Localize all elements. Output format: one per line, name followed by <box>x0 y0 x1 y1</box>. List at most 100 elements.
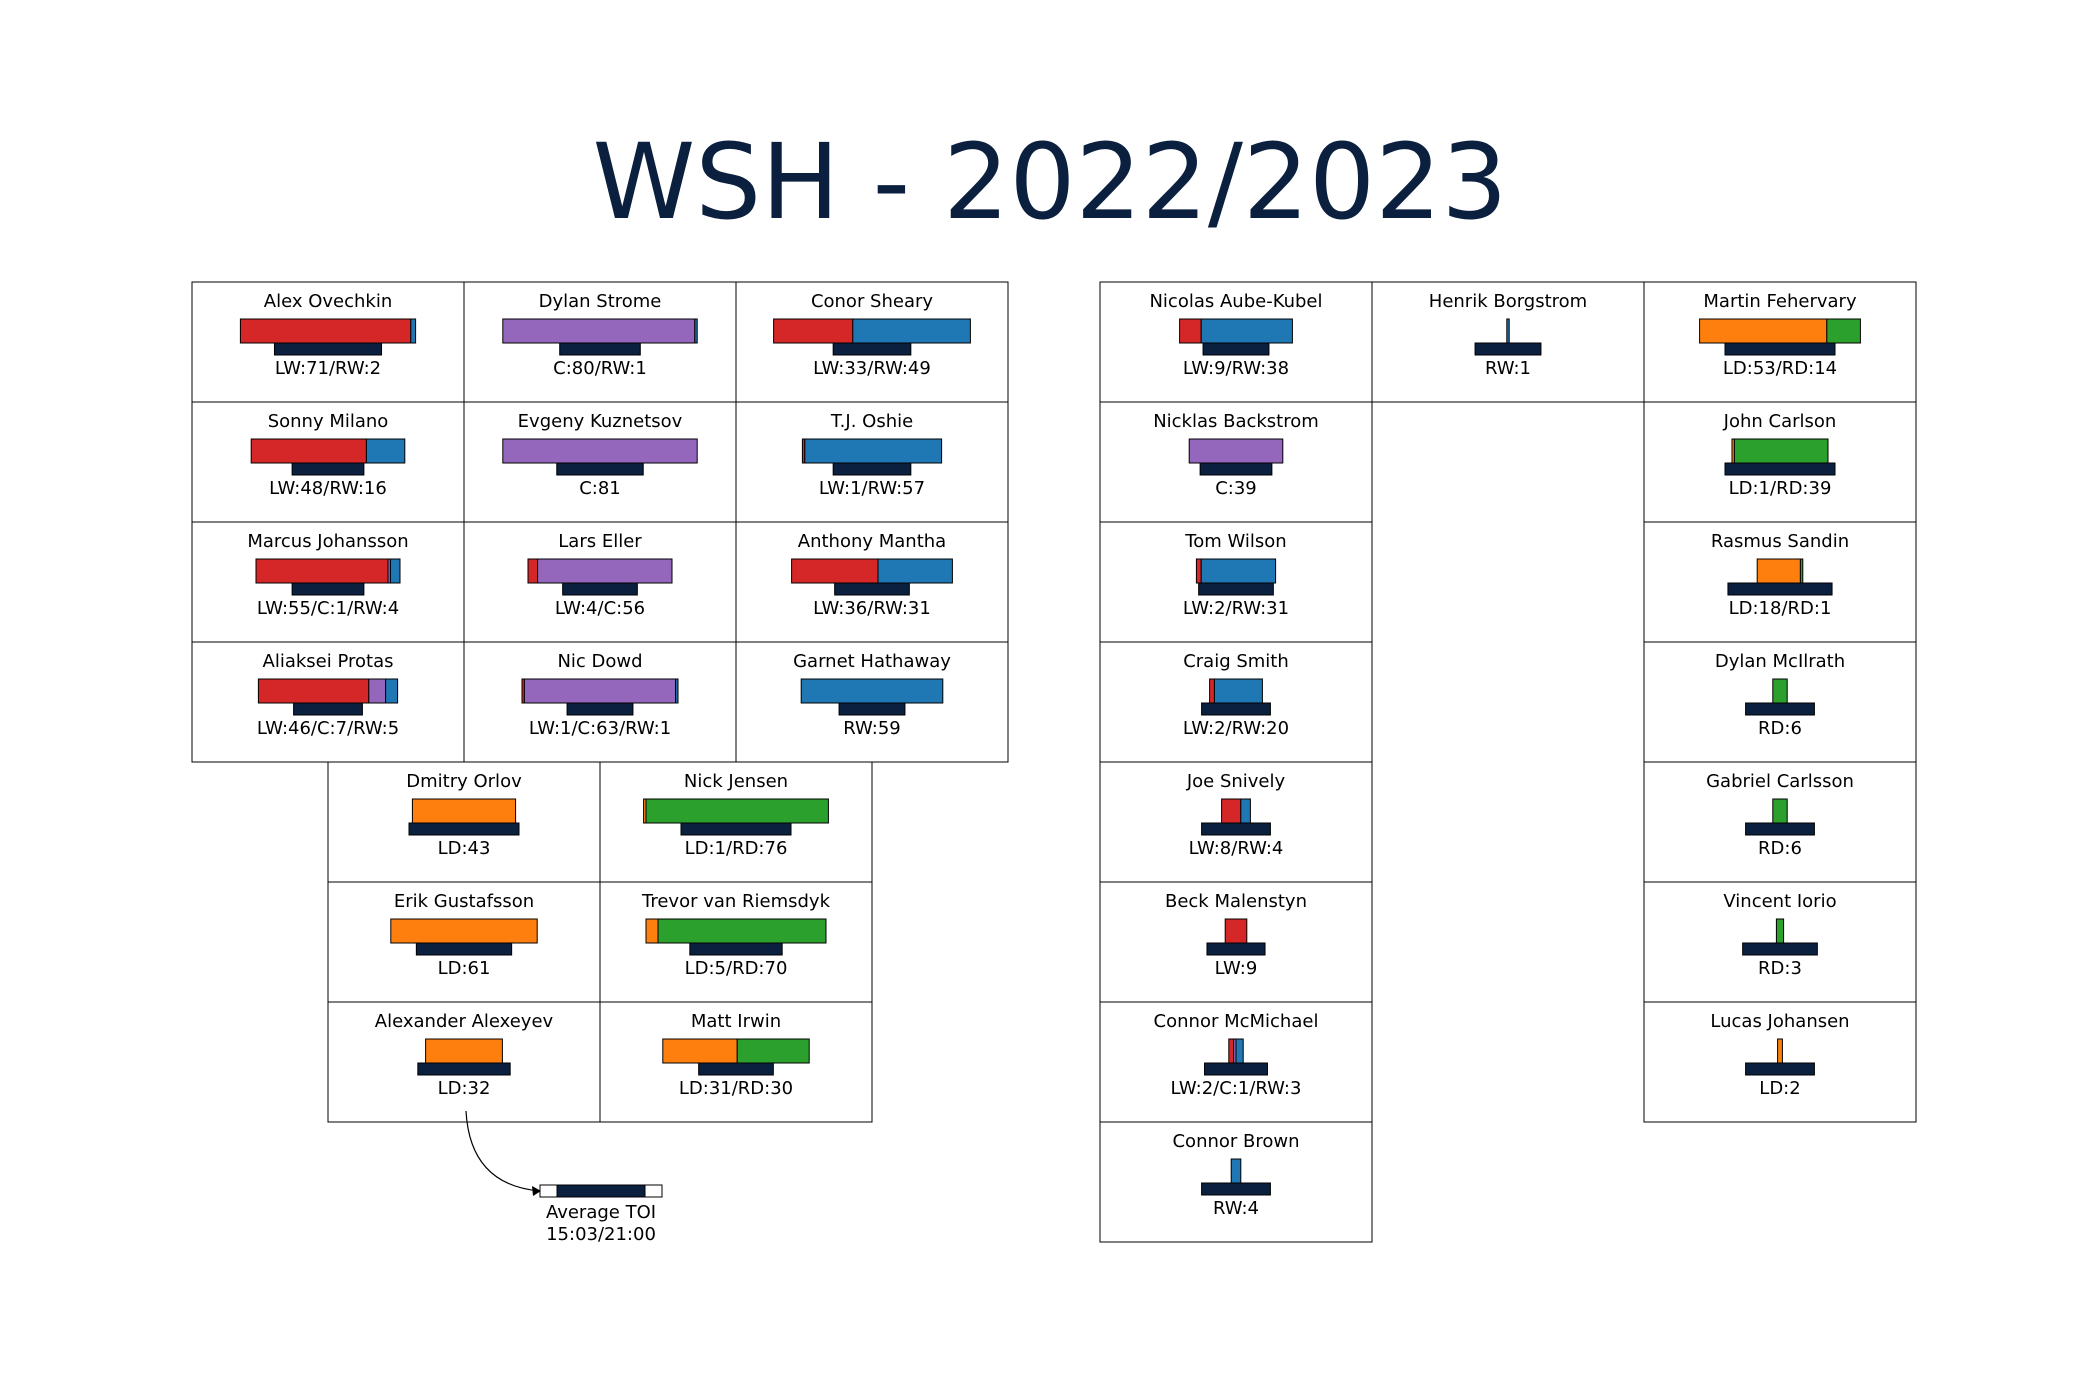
toi-bar <box>291 582 365 596</box>
toi-bar <box>293 702 363 716</box>
toi-bar <box>273 342 383 356</box>
player-name: Martin Fehervary <box>1703 291 1857 312</box>
position-label: LW:1/RW:57 <box>819 478 925 499</box>
player-name: Dmitry Orlov <box>406 771 522 792</box>
position-label: LW:36/RW:31 <box>813 598 931 619</box>
player-name: Trevor van Riemsdyk <box>641 891 831 912</box>
player-cell-lucas-johansen: Lucas Johansen LD:2 <box>1643 1001 1917 1123</box>
position-label: LW:9/RW:38 <box>1183 358 1289 379</box>
player-name: Alex Ovechkin <box>264 291 392 312</box>
player-name: Conor Sheary <box>811 291 933 312</box>
toi-bar <box>698 1062 774 1076</box>
player-cell-nicklas-backstrom: Nicklas Backstrom C:39 <box>1099 401 1373 523</box>
player-name: John Carlson <box>1723 411 1837 432</box>
player-cell-connor-brown: Connor Brown RW:4 <box>1099 1121 1373 1243</box>
position-bar-lw <box>1179 318 1202 344</box>
player-cell-connor-mcmichael: Connor McMichael LW:2/C:1/RW:3 <box>1099 1001 1373 1123</box>
toi-bar <box>566 702 634 716</box>
position-bar-ld <box>425 1038 503 1064</box>
toi-bar <box>1198 582 1274 596</box>
position-label: C:81 <box>579 478 621 499</box>
player-cell-nick-jensen: Nick Jensen LD:1/RD:76 <box>599 761 873 883</box>
position-bar-lw <box>255 558 389 584</box>
player-name: T.J. Oshie <box>830 411 913 432</box>
toi-bar <box>1204 1062 1268 1076</box>
legend-toi-bar <box>556 1184 646 1198</box>
player-cell-aliaksei-protas: Aliaksei Protas LW:46/C:7/RW:5 <box>191 641 465 763</box>
position-bar-lw <box>1228 1038 1235 1064</box>
toi-bar <box>1201 1182 1271 1196</box>
position-bar-c <box>523 678 677 704</box>
toi-bar <box>689 942 783 956</box>
position-label: LD:61 <box>438 958 491 979</box>
position-bar-lw <box>527 558 539 584</box>
toi-bar <box>1727 582 1833 596</box>
player-cell-trevor-van-riemsdyk: Trevor van Riemsdyk LD:5/RD:70 <box>599 881 873 1003</box>
player-cell-john-carlson: John Carlson LD:1/RD:39 <box>1643 401 1917 523</box>
position-bar-rd <box>1772 798 1788 824</box>
toi-bar <box>1745 822 1815 836</box>
position-bar-lw <box>791 558 879 584</box>
player-name: Aliaksei Protas <box>263 651 394 672</box>
position-bar-lw <box>1209 678 1215 704</box>
player-cell-t-j-oshie: T.J. Oshie LW:1/RW:57 <box>735 401 1009 523</box>
position-bar-c <box>502 438 698 464</box>
position-bar-rd <box>1799 558 1804 584</box>
position-label: LW:8/RW:4 <box>1189 838 1284 859</box>
toi-bar <box>832 342 912 356</box>
player-cell-garnet-hathaway: Garnet Hathaway RW:59 <box>735 641 1009 763</box>
position-bar-c <box>368 678 387 704</box>
position-bar-lw <box>257 678 370 704</box>
player-name: Dylan McIlrath <box>1715 651 1845 672</box>
toi-bar <box>834 582 910 596</box>
position-label: C:80/RW:1 <box>553 358 647 379</box>
player-name: Lucas Johansen <box>1710 1011 1849 1032</box>
position-label: LW:9 <box>1215 958 1258 979</box>
position-label: LD:31/RD:30 <box>679 1078 793 1099</box>
toi-bar <box>1742 942 1818 956</box>
player-name: Henrik Borgstrom <box>1429 291 1587 312</box>
position-label: RD:6 <box>1758 838 1802 859</box>
player-cell-erik-gustafsson: Erik Gustafsson LD:61 <box>327 881 601 1003</box>
toi-bar <box>415 942 513 956</box>
position-label: LD:5/RD:70 <box>685 958 788 979</box>
position-label: RD:6 <box>1758 718 1802 739</box>
player-name: Sonny Milano <box>268 411 389 432</box>
player-name: Dylan Strome <box>539 291 662 312</box>
position-bar-rw <box>1230 1158 1242 1184</box>
position-bar-rw <box>1240 798 1251 824</box>
position-bar-rw <box>389 558 401 584</box>
player-cell-tom-wilson: Tom Wilson LW:2/RW:31 <box>1099 521 1373 643</box>
legend-connector-arrow <box>465 1110 541 1192</box>
player-cell-alexander-alexeyev: Alexander Alexeyev LD:32 <box>327 1001 601 1123</box>
player-cell-marcus-johansson: Marcus Johansson LW:55/C:1/RW:4 <box>191 521 465 643</box>
position-bar-rw <box>1213 678 1263 704</box>
position-bar-rw <box>804 438 943 464</box>
player-name: Nicklas Backstrom <box>1153 411 1319 432</box>
position-bar-ld <box>411 798 517 824</box>
toi-bar <box>1724 342 1836 356</box>
toi-bar <box>562 582 638 596</box>
toi-bar <box>1474 342 1542 356</box>
player-name: Beck Malenstyn <box>1165 891 1307 912</box>
position-bar-lw <box>1221 798 1242 824</box>
player-cell-lars-eller: Lars Eller LW:4/C:56 <box>463 521 737 643</box>
position-bar-lw <box>250 438 367 464</box>
position-label: LD:43 <box>438 838 491 859</box>
position-label: LW:2/C:1/RW:3 <box>1171 1078 1302 1099</box>
player-cell-beck-malenstyn: Beck Malenstyn LW:9 <box>1099 881 1373 1003</box>
position-label: LD:18/RD:1 <box>1729 598 1832 619</box>
player-name: Connor McMichael <box>1154 1011 1319 1032</box>
position-label: RD:3 <box>1758 958 1802 979</box>
player-cell-evgeny-kuznetsov: Evgeny Kuznetsov C:81 <box>463 401 737 523</box>
position-bar-rw <box>385 678 399 704</box>
position-bar-rw <box>800 678 944 704</box>
player-name: Lars Eller <box>558 531 642 552</box>
position-bar-c <box>502 318 696 344</box>
toi-bar <box>838 702 906 716</box>
player-cell-vincent-iorio: Vincent Iorio RD:3 <box>1643 881 1917 1003</box>
player-cell-craig-smith: Craig Smith LW:2/RW:20 <box>1099 641 1373 763</box>
player-cell-joe-snively: Joe Snively LW:8/RW:4 <box>1099 761 1373 883</box>
player-name: Connor Brown <box>1172 1131 1299 1152</box>
position-bar-rd <box>645 798 829 824</box>
